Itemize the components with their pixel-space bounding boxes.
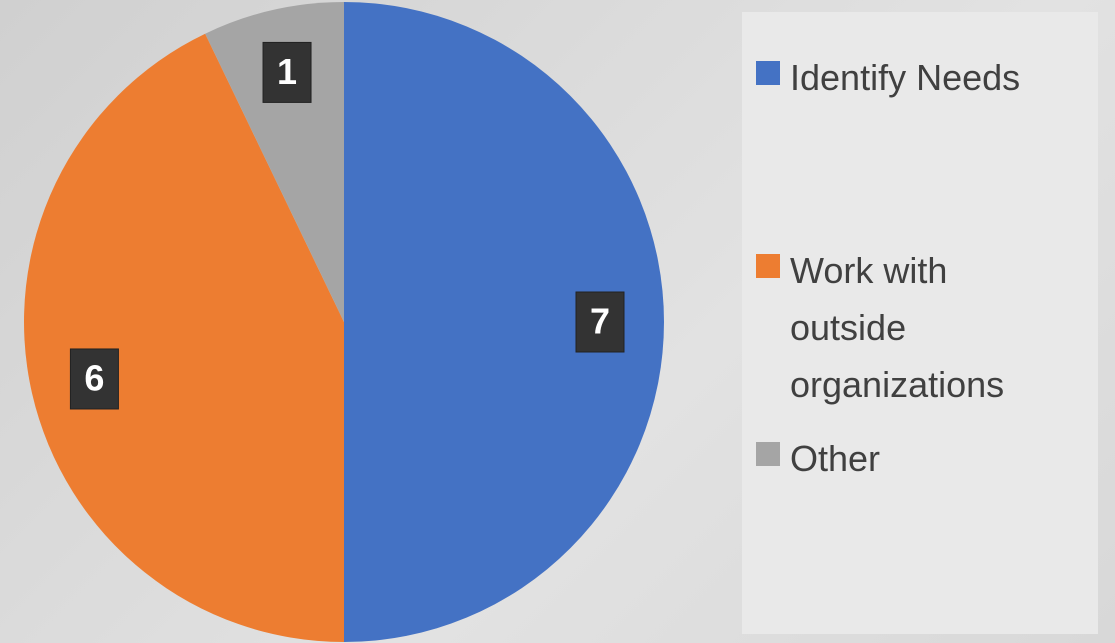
data-label-box: [575, 291, 625, 353]
data-label: 7: [590, 301, 610, 342]
legend-label: Identify Needs: [790, 57, 1021, 98]
pie-slice: [23, 33, 344, 643]
data-label-box: [262, 41, 312, 103]
pie-slice: [344, 2, 664, 642]
legend-swatch: [756, 442, 780, 466]
legend-label: Work with outside organizations: [790, 250, 1005, 405]
legend-item: Identify Needs: [756, 49, 1060, 106]
data-label: 6: [84, 357, 104, 398]
legend-item: Other: [756, 430, 1060, 487]
legend-item: Work with outside organizations: [756, 242, 1060, 413]
legend-label: Other: [790, 438, 881, 479]
chart: 7 6 1: [23, 1, 664, 643]
legend-swatch: [756, 254, 780, 278]
legend-swatch: [756, 61, 780, 85]
data-label: 1: [277, 51, 297, 92]
data-label-box: [69, 348, 119, 410]
legend: Identify Needs Work with outside organiza…: [742, 12, 1098, 634]
